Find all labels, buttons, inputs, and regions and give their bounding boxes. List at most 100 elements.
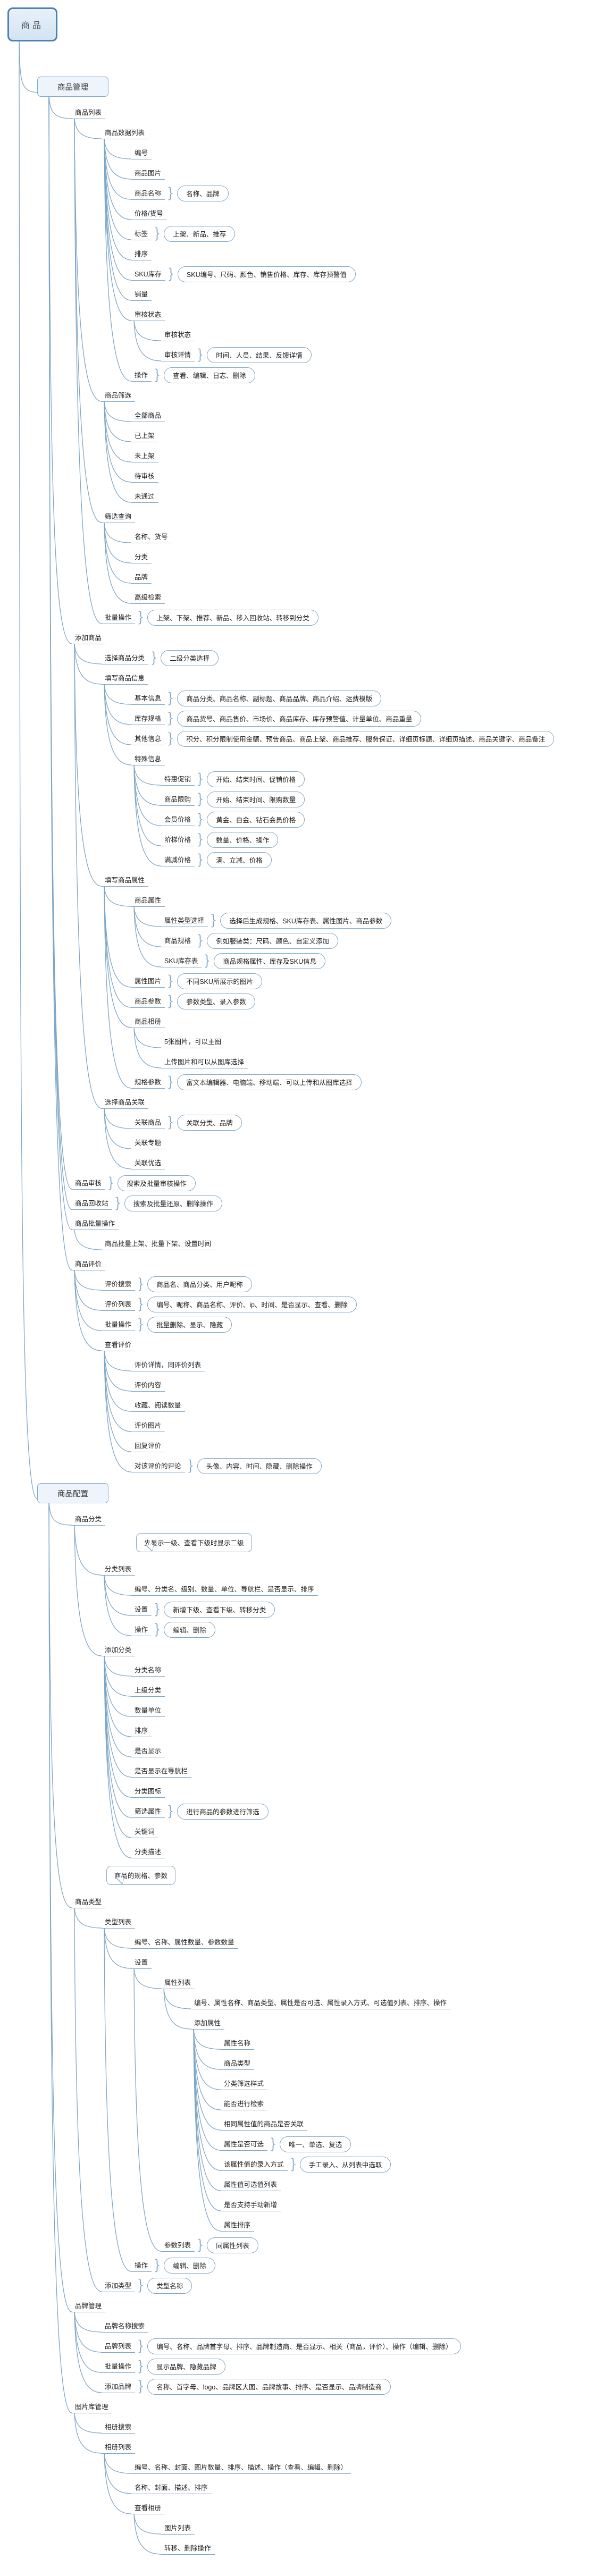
node-label[interactable]: 分类图标	[131, 1784, 165, 1798]
node-label[interactable]: 商品图片	[131, 166, 165, 180]
node-label[interactable]: 添加品牌	[101, 2380, 136, 2393]
node-label[interactable]: 数量单位	[131, 1704, 165, 1717]
node-label[interactable]: 标签	[131, 227, 152, 240]
node-label[interactable]: 规格参数	[131, 1075, 165, 1089]
node-label[interactable]: 分类筛选样式	[220, 2077, 268, 2090]
node-label[interactable]: 未通过	[131, 490, 158, 503]
node-label[interactable]: 商品类型	[71, 1895, 106, 1908]
node-label[interactable]: 属性值可选值列表	[220, 2178, 281, 2191]
node-label[interactable]: 商品相册	[131, 1015, 165, 1028]
node-label[interactable]: 操作	[131, 2259, 152, 2272]
node-label[interactable]: 商品规格	[161, 934, 195, 947]
node-label[interactable]: 分类描述	[131, 1845, 165, 1858]
node-detail-pill[interactable]: SKU编号、尺码、颜色、销售价格、库存、库存预警值	[177, 266, 356, 282]
node-detail-pill[interactable]: 富文本编辑器、电脑端、移动端、可以上传和从图库选择	[177, 1074, 362, 1090]
node-label[interactable]: 图片列表	[161, 2521, 195, 2535]
node-detail-pill[interactable]: 显示品牌、隐藏品牌	[147, 2358, 225, 2375]
node-detail-pill[interactable]: 搜索及批量审核操作	[118, 1175, 196, 1191]
node-label[interactable]: 特惠促销	[161, 772, 195, 786]
node-detail-pill[interactable]: 名称、首字母、logo、品牌区大图、品牌故事、排序、是否显示、品牌制造商	[147, 2378, 391, 2395]
node-detail-pill[interactable]: 头像、内容、时间、隐藏、删除操作	[197, 1458, 322, 1474]
node-label[interactable]: 图片库管理	[71, 2400, 112, 2413]
node-label[interactable]: 排序	[131, 247, 152, 260]
node-label[interactable]: 填写商品信息	[101, 671, 149, 685]
node-label[interactable]: 名称、封面、描述、排序	[131, 2481, 212, 2494]
node-detail-pill[interactable]: 商品规格属性、库存及SKU信息	[214, 953, 326, 969]
node-label[interactable]: 相册搜索	[101, 2420, 136, 2434]
node-label[interactable]: 编号、分类名、级别、数量、单位、导航栏、是否显示、排序	[131, 1582, 318, 1596]
node-label[interactable]: 已上架	[131, 429, 158, 442]
node-label[interactable]: 商品属性	[131, 894, 165, 907]
node-label[interactable]: 选择商品分类	[101, 651, 149, 664]
node-detail-pill[interactable]: 新增下级、查看下级、转移分类	[164, 1601, 275, 1618]
node-label[interactable]: 商品类型	[220, 2057, 255, 2070]
node-label[interactable]: SKU库存表	[161, 954, 202, 967]
node-detail-pill[interactable]: 商品分类、商品名称、副标题、商品品牌、商品介绍、运费模版	[177, 690, 382, 706]
node-detail-pill[interactable]: 编辑、删除	[164, 2257, 215, 2274]
node-label[interactable]: 待审核	[131, 469, 158, 483]
node-detail-pill[interactable]: 时间、人员、结果、反馈详情	[207, 347, 312, 363]
node-detail-pill[interactable]: 编辑、删除	[164, 1621, 215, 1638]
node-label[interactable]: 商品审核	[71, 1176, 106, 1190]
topic-node-label[interactable]: 商品管理	[37, 77, 108, 97]
node-label[interactable]: 属性图片	[131, 974, 165, 988]
node-label[interactable]: 设置	[131, 1603, 152, 1616]
node-label[interactable]: 商品名称	[131, 187, 165, 200]
node-label[interactable]: 对该评价的评论	[131, 1459, 185, 1472]
callout-note[interactable]: 商品的规格、参数	[106, 1866, 176, 1885]
node-label[interactable]: 商品列表	[71, 106, 106, 119]
topic-node-label[interactable]: 商品配置	[37, 1483, 108, 1503]
node-label[interactable]: 价格/货号	[131, 207, 167, 220]
node-label[interactable]: 批量操作	[101, 1318, 136, 1331]
node-label[interactable]: 查看评价	[101, 1338, 136, 1351]
node-label[interactable]: 商品参数	[131, 995, 165, 1008]
node-detail-pill[interactable]: 商品名、商品分类、用户昵称	[147, 1276, 252, 1292]
node-label[interactable]: 上传图片和可以从图库选择	[161, 1055, 248, 1068]
node-label[interactable]: 商品批量操作	[71, 1217, 119, 1230]
node-label[interactable]: 商品批量上架、批量下架、设置时间	[101, 1237, 215, 1250]
node-label[interactable]: 编号、名称、属性数量、参数数量	[131, 1935, 238, 1949]
node-detail-pill[interactable]: 唯一、单选、复选	[280, 2136, 351, 2152]
node-label[interactable]: 上级分类	[131, 1683, 165, 1697]
node-label[interactable]: 关键词	[131, 1825, 158, 1838]
node-detail-pill[interactable]: 黄金、白金、钻石会员价格	[207, 811, 305, 828]
node-label[interactable]: 销量	[131, 288, 152, 301]
node-label[interactable]: 查看相册	[131, 2501, 165, 2514]
node-label[interactable]: 添加属性	[190, 2016, 225, 2030]
node-detail-pill[interactable]: 不同SKU所展示的图片	[177, 973, 262, 989]
node-detail-pill[interactable]: 例如服装类：尺码、颜色、自定义添加	[207, 932, 338, 949]
node-label[interactable]: SKU库存	[131, 267, 165, 281]
node-label[interactable]: 名称、货号	[131, 530, 172, 543]
node-label[interactable]: 审核状态	[161, 328, 195, 341]
node-label[interactable]: 收藏、阅读数量	[131, 1399, 185, 1412]
node-detail-pill[interactable]: 编号、名称、品牌首字母、排序、品牌制造商、是否显示、相关（商品，评价）、操作（编…	[147, 2338, 462, 2354]
node-detail-pill[interactable]: 选择后生成规格、SKU库存表、属性图片、商品参数	[220, 912, 392, 929]
node-label[interactable]: 未上架	[131, 449, 158, 462]
node-detail-pill[interactable]: 二级分类选择	[161, 650, 219, 666]
node-label[interactable]: 操作	[131, 368, 152, 382]
node-detail-pill[interactable]: 名称、品牌	[177, 185, 229, 201]
node-label[interactable]: 筛选查询	[101, 510, 136, 523]
node-label[interactable]: 审核状态	[131, 308, 165, 321]
node-label[interactable]: 审核详情	[161, 348, 195, 361]
node-label[interactable]: 评价搜索	[101, 1277, 136, 1291]
node-label[interactable]: 其他信息	[131, 732, 165, 745]
node-label[interactable]: 属性列表	[161, 1976, 195, 1989]
node-label[interactable]: 特殊信息	[131, 752, 165, 765]
node-label[interactable]: 该属性值的录入方式	[220, 2158, 288, 2171]
node-label[interactable]: 关联商品	[131, 1116, 165, 1129]
node-detail-pill[interactable]: 商品货号、商品售价、市场价、商品库存、库存预警值、计量单位、商品重量	[177, 710, 422, 727]
node-label[interactable]: 会员价格	[161, 813, 195, 826]
node-label[interactable]: 转移、删除操作	[161, 2541, 215, 2555]
node-label[interactable]: 评价图片	[131, 1419, 165, 1432]
node-label[interactable]: 商品回收站	[71, 1197, 112, 1210]
node-detail-pill[interactable]: 查看、编辑、日志、删除	[164, 367, 255, 383]
node-label[interactable]: 属性类型选择	[161, 914, 208, 927]
node-label[interactable]: 参数列表	[161, 2238, 195, 2252]
node-label[interactable]: 分类名称	[131, 1663, 165, 1677]
node-label[interactable]: 能否进行检索	[220, 2097, 268, 2110]
node-label[interactable]: 编号、名称、封面、图片数量、排序、描述、操作（查看、编辑、删除）	[131, 2461, 351, 2474]
root-node-label[interactable]: 商品	[7, 7, 57, 41]
node-detail-pill[interactable]: 手工录入、从列表中选取	[299, 2156, 391, 2173]
node-label[interactable]: 操作	[131, 1623, 152, 1636]
